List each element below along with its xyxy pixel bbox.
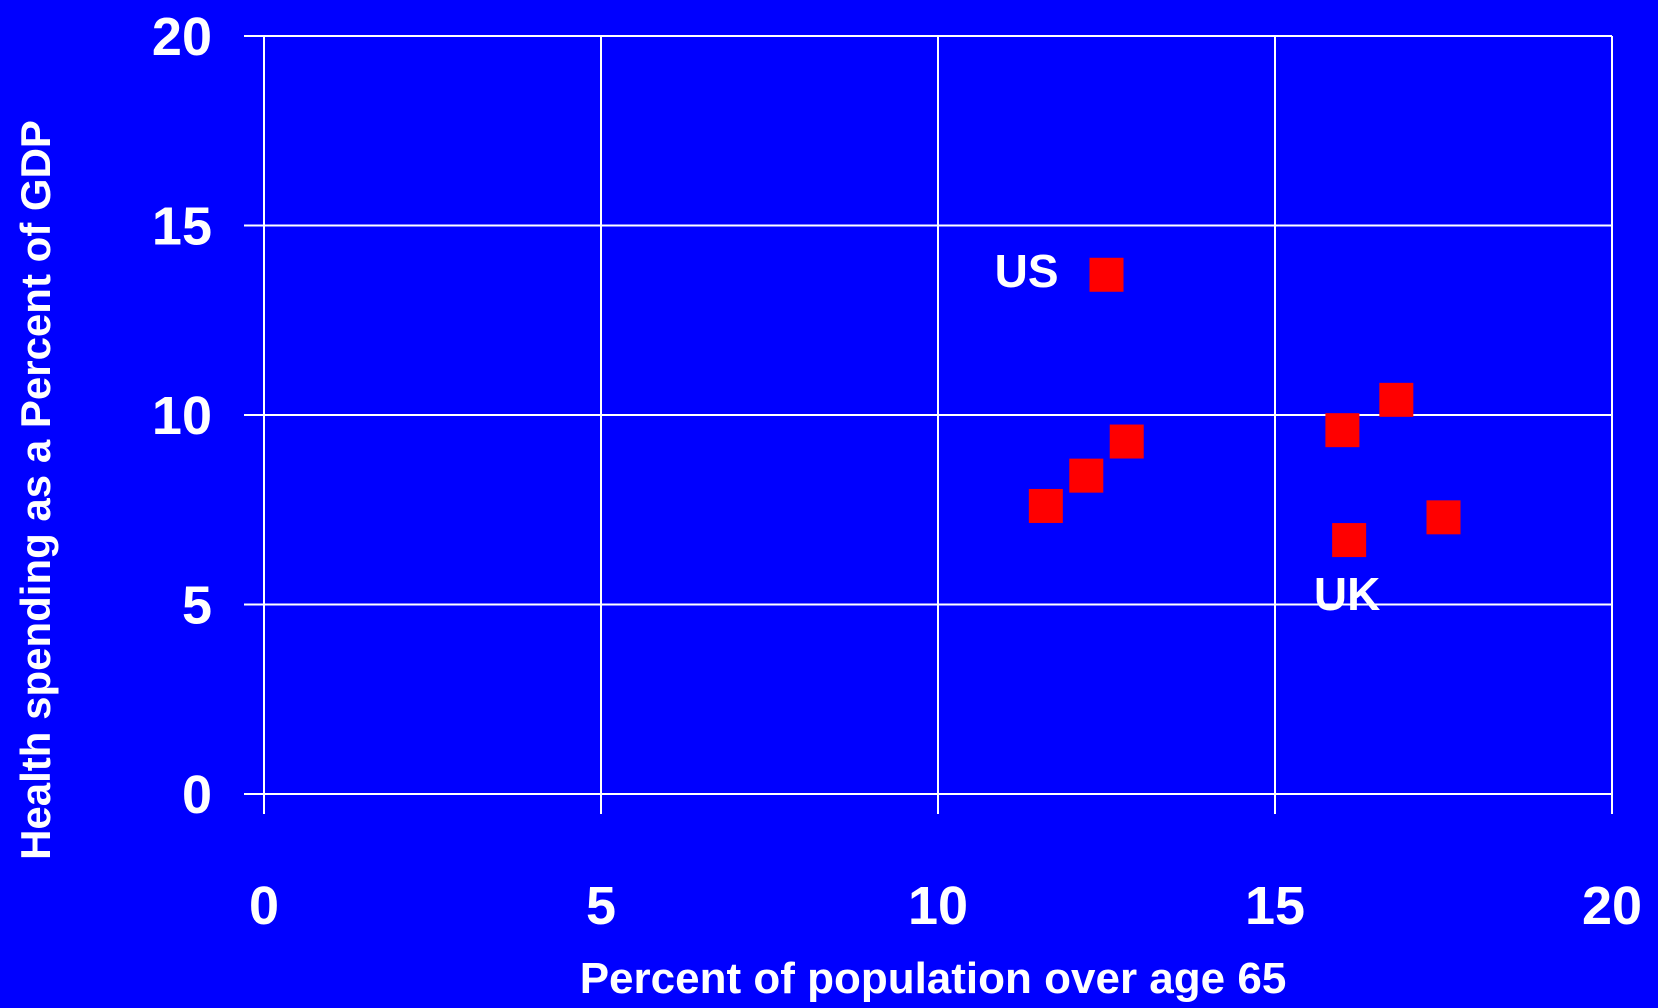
data-point	[1089, 257, 1124, 292]
x-tick-label: 10	[908, 876, 968, 936]
point-labels: US UK	[995, 245, 1381, 620]
tick-labels: 0 5 10 15 20 0 5 10 15 20	[152, 7, 1642, 936]
y-tick-label: 20	[152, 7, 212, 67]
y-tick-label: 0	[182, 765, 212, 825]
x-axis-label: Percent of population over age 65	[580, 954, 1287, 1003]
point-label: US	[995, 245, 1059, 297]
y-tick-label: 15	[152, 197, 212, 257]
data-point	[1332, 523, 1367, 558]
y-tick-label: 5	[182, 576, 212, 636]
x-tick-label: 20	[1582, 876, 1642, 936]
data-point	[1426, 500, 1461, 535]
data-point	[1325, 413, 1360, 448]
data-point	[1379, 382, 1414, 417]
x-tick-label: 0	[249, 876, 279, 936]
grid-layer	[244, 35, 1613, 814]
data-point	[1028, 488, 1063, 523]
data-point	[1069, 458, 1104, 493]
data-point	[1109, 424, 1144, 459]
point-label: UK	[1314, 568, 1380, 620]
y-tick-label: 10	[152, 386, 212, 446]
data-points	[1028, 257, 1461, 558]
y-axis-label: Health spending as a Percent of GDP	[12, 120, 59, 860]
x-tick-label: 5	[586, 876, 616, 936]
x-tick-label: 15	[1245, 876, 1305, 936]
